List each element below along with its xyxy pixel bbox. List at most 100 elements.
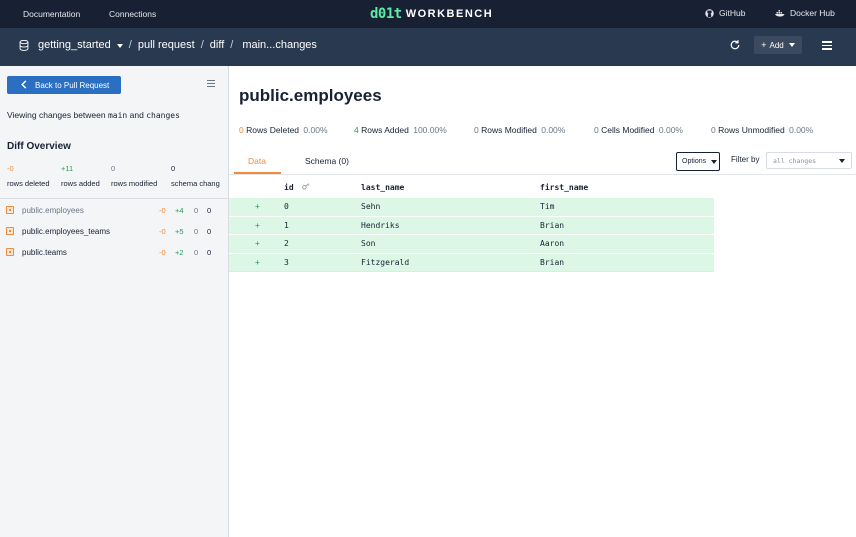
sidebar-menu-icon[interactable]: [207, 80, 215, 89]
added-marker: +: [255, 257, 260, 267]
summary-label: Rows Modified: [481, 125, 537, 135]
summary-count: 0: [594, 125, 599, 135]
breadcrumb-diff-range[interactable]: main...changes: [242, 39, 317, 51]
docker-icon: [775, 10, 785, 17]
stat-rows-added: +11 rows added: [61, 164, 100, 188]
cell-last-name: Fitzgerald: [361, 257, 410, 267]
table-header: id last_name first_name: [229, 179, 714, 197]
column-header-id[interactable]: id: [284, 183, 310, 192]
tab-data[interactable]: Data: [248, 156, 266, 166]
table-modified: 0: [194, 247, 199, 257]
dolt-workbench-logo[interactable]: d01t WORKBENCH: [370, 6, 493, 22]
add-label: Add: [769, 40, 784, 50]
stat-label: rows modified: [111, 179, 158, 188]
stat-label: rows deleted: [7, 179, 50, 188]
stat-schema-changes: 0 schema chang: [171, 164, 220, 188]
table-schema: 0: [207, 205, 212, 215]
table-row[interactable]: + 0 Sehn Tim: [229, 197, 714, 216]
database-name: getting_started: [38, 39, 111, 51]
back-button-label: Back to Pull Request: [35, 80, 110, 90]
cell-first-name: Brian: [540, 257, 565, 267]
filter-select[interactable]: all changes: [766, 152, 852, 169]
column-header-first-name[interactable]: first_name: [540, 183, 589, 192]
top-navbar: Documentation Connections d01t WORKBENCH…: [0, 0, 856, 28]
diff-main-panel: public.employees 0 Rows Deleted 0.00% 4 …: [229, 66, 856, 537]
column-label: id: [284, 183, 294, 192]
filter-value: all changes: [773, 156, 817, 165]
add-button[interactable]: + Add: [754, 36, 802, 54]
nav-connections-link[interactable]: Connections: [109, 9, 157, 19]
table-modified: 0: [194, 205, 199, 215]
table-row[interactable]: + 3 Fitzgerald Brian: [229, 252, 714, 271]
diff-overview-title: Diff Overview: [7, 141, 71, 152]
filter-label: Filter by: [731, 155, 760, 164]
database-icon: [19, 39, 29, 51]
added-marker: +: [255, 202, 260, 211]
stat-rows-modified: 0 rows modified: [111, 164, 157, 188]
breadcrumb-separator: /: [128, 39, 132, 51]
cell-id: 3: [284, 257, 289, 267]
diff-table-item[interactable]: public.employees_teams -0 +5 0 0: [6, 224, 221, 238]
database-header: [0, 28, 856, 66]
table-name: public.employees_teams: [22, 226, 111, 236]
nav-documentation-link[interactable]: Documentation: [23, 9, 81, 19]
and-word: and: [129, 110, 144, 120]
summary-label: Rows Unmodified: [718, 125, 785, 135]
stat-value: 0: [111, 164, 116, 173]
summary-pct: 0.00%: [658, 125, 683, 135]
stat-value: +11: [61, 164, 74, 173]
table-deleted: -0: [159, 205, 166, 215]
cell-last-name: Son: [361, 239, 376, 248]
chevron-down-icon: [839, 159, 845, 163]
summary-cells-modified: 0 Cells Modified 0.00%: [594, 125, 683, 135]
column-header-last-name[interactable]: last_name: [361, 183, 405, 192]
table-row[interactable]: + 2 Son Aaron: [229, 234, 714, 253]
github-label: GitHub: [719, 8, 746, 18]
refresh-icon[interactable]: [729, 39, 741, 51]
back-to-pull-request-button[interactable]: Back to Pull Request: [7, 76, 121, 94]
github-link[interactable]: GitHub: [705, 8, 745, 18]
table-schema: 0: [207, 226, 212, 236]
options-dropdown[interactable]: Options: [676, 152, 720, 171]
viewing-prefix: Viewing changes between: [7, 110, 106, 120]
summary-pct: 100.00%: [413, 125, 447, 135]
cell-id: 2: [284, 239, 289, 248]
cell-last-name: Hendriks: [361, 220, 400, 230]
summary-count: 4: [354, 125, 359, 135]
added-marker: +: [255, 220, 260, 230]
page-title: public.employees: [239, 86, 382, 105]
database-selector[interactable]: getting_started: [38, 39, 123, 51]
summary-pct: 0.00%: [789, 125, 814, 135]
tabs-divider: [229, 174, 856, 175]
table-schema: 0: [207, 247, 212, 257]
table-added: +4: [175, 205, 184, 215]
summary-count: 0: [474, 125, 479, 135]
breadcrumb-pull-request[interactable]: pull request: [137, 39, 195, 51]
diff-table-item[interactable]: public.teams -0 +2 0 0: [6, 245, 221, 259]
summary-rows-modified: 0 Rows Modified 0.00%: [474, 125, 565, 135]
cell-first-name: Aaron: [540, 239, 565, 248]
options-label: Options: [682, 158, 707, 165]
dockerhub-link[interactable]: Docker Hub: [775, 8, 835, 18]
diff-table-item[interactable]: public.employees -0 +4 0 0: [6, 203, 221, 217]
summary-pct: 0.00%: [303, 125, 328, 135]
stat-value: -0: [7, 164, 14, 173]
summary-label: Rows Added: [361, 125, 409, 135]
added-marker: +: [255, 239, 260, 248]
table-row[interactable]: + 1 Hendriks Brian: [229, 215, 714, 234]
chevron-left-icon: [21, 80, 27, 89]
summary-count: 0: [711, 125, 716, 135]
cell-first-name: Tim: [540, 202, 555, 211]
table-added: +5: [175, 226, 184, 236]
tab-schema[interactable]: Schema (0): [305, 156, 349, 166]
cell-id: 0: [284, 202, 289, 211]
diff-sidebar: Back to Pull Request Viewing changes bet…: [0, 66, 229, 537]
stat-label: schema chang: [171, 179, 220, 188]
breadcrumb-diff[interactable]: diff: [209, 39, 225, 51]
cell-first-name: Brian: [540, 220, 565, 230]
hamburger-menu-icon[interactable]: [822, 41, 832, 50]
breadcrumb: getting_started / pull request / diff / …: [19, 39, 317, 51]
primary-key-icon: [302, 183, 310, 190]
table-name: public.employees: [22, 205, 84, 215]
table-modified: 0: [194, 226, 199, 236]
